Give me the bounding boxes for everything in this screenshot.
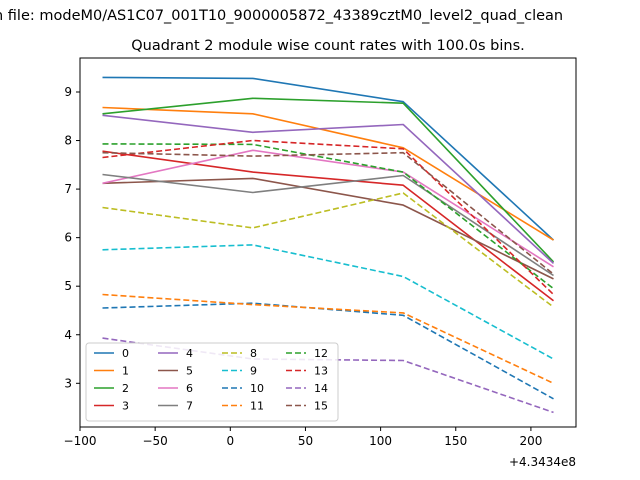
series-line-4 xyxy=(102,114,555,264)
legend-label-8: 8 xyxy=(250,347,257,360)
legend-label-4: 4 xyxy=(186,347,193,360)
y-tick-label: 5 xyxy=(64,279,72,293)
y-tick-label: 4 xyxy=(64,328,72,342)
x-axis: −100 −50 0 50 100 150 200 xyxy=(64,427,542,448)
legend-label-7: 7 xyxy=(186,400,193,413)
series-line-15 xyxy=(102,151,555,275)
legend-label-11: 11 xyxy=(250,400,264,413)
y-tick-label: 6 xyxy=(64,231,72,245)
x-tick-label: −100 xyxy=(64,434,97,448)
series-line-2 xyxy=(102,97,555,263)
series-line-11 xyxy=(102,293,554,385)
legend-label-15: 15 xyxy=(314,400,328,413)
x-tick-label: 100 xyxy=(369,434,392,448)
y-axis: 3 4 5 6 7 8 9 xyxy=(64,85,80,390)
y-tick-label: 9 xyxy=(64,85,72,99)
series-line-9 xyxy=(102,244,554,360)
x-tick-label: 50 xyxy=(298,434,313,448)
series-line-6 xyxy=(102,149,554,268)
series-line-7 xyxy=(102,173,554,277)
y-tick-label: 7 xyxy=(64,182,72,196)
legend-label-12: 12 xyxy=(314,347,328,360)
legend-label-0: 0 xyxy=(122,347,129,360)
legend-label-2: 2 xyxy=(122,382,129,395)
legend-label-3: 3 xyxy=(122,400,129,413)
x-tick-label: 150 xyxy=(444,434,467,448)
legend-label-1: 1 xyxy=(122,365,129,378)
y-tick-label: 3 xyxy=(64,376,72,390)
chart-suptitle: n file: modeM0/AS1C07_001T10_9000005872_… xyxy=(0,8,563,24)
chart-title: Quadrant 2 module wise count rates with … xyxy=(131,38,525,54)
legend-frame xyxy=(85,342,339,422)
series-line-3 xyxy=(102,150,554,302)
legend-label-9: 9 xyxy=(250,365,257,378)
legend-label-14: 14 xyxy=(314,382,328,395)
x-tick-label: 200 xyxy=(519,434,542,448)
legend-label-10: 10 xyxy=(250,382,264,395)
y-tick-label: 8 xyxy=(64,134,72,148)
x-tick-label: 0 xyxy=(226,434,234,448)
plot-frame xyxy=(79,57,577,428)
series-line-0 xyxy=(102,76,555,241)
legend-label-6: 6 xyxy=(186,382,193,395)
x-tick-label: −50 xyxy=(142,434,167,448)
series-line-13 xyxy=(102,139,555,296)
x-offset-label: +4.3434e8 xyxy=(509,455,576,469)
series-line-8 xyxy=(102,192,554,308)
series-line-5 xyxy=(102,177,554,280)
series-line-12 xyxy=(102,143,554,290)
legend-label-5: 5 xyxy=(186,365,193,378)
legend-label-13: 13 xyxy=(314,365,328,378)
